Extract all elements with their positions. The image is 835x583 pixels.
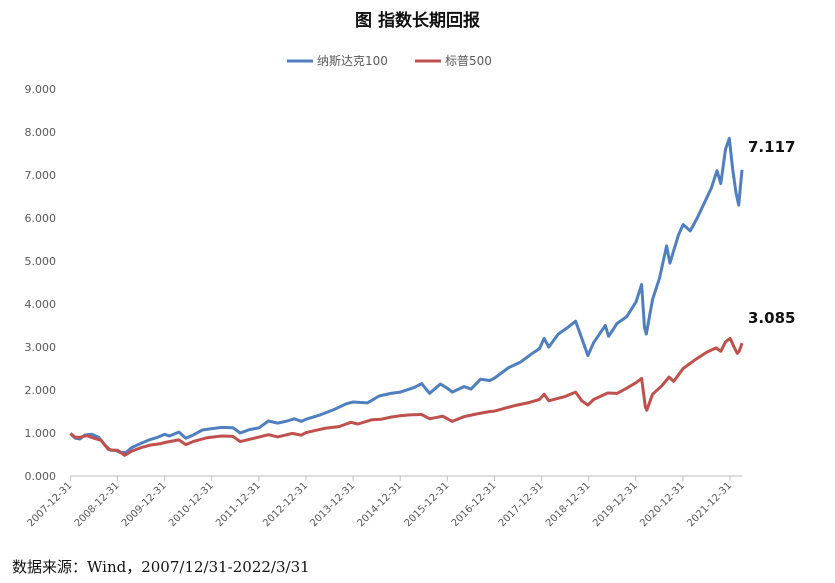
legend-label-0: 纳斯达克100	[317, 54, 388, 68]
x-tick-label: 2019-12-31	[591, 480, 640, 529]
y-tick-label: 5.000	[25, 255, 57, 268]
x-tick-label: 2009-12-31	[120, 480, 169, 529]
legend-label-1: 标普500	[445, 54, 492, 68]
y-tick-label: 8.000	[25, 126, 57, 139]
y-tick-label: 0.000	[25, 470, 57, 483]
x-tick-label: 2015-12-31	[403, 480, 452, 529]
y-tick-label: 2.000	[25, 384, 57, 397]
legend: 纳斯达克100 标普500	[287, 54, 492, 68]
y-axis: 0.000 1.000 2.000 3.000 4.000 5.000 6.000 7.000…	[25, 83, 57, 483]
series-line-1	[69, 336, 744, 457]
chart-title: 图 指数长期回报	[355, 11, 480, 31]
y-tick-label: 4.000	[25, 298, 57, 311]
end-value-label-0: 7.117	[748, 138, 795, 156]
y-tick-label: 3.000	[25, 341, 57, 354]
y-tick-label: 9.000	[25, 83, 57, 96]
x-tick-label: 2014-12-31	[355, 480, 404, 529]
series-lines	[69, 136, 744, 457]
series-line-0	[69, 136, 744, 454]
x-axis: 2007-12-312008-12-312009-12-312010-12-31…	[26, 475, 742, 529]
x-tick-label: 2008-12-31	[73, 480, 122, 529]
x-tick-label: 2010-12-31	[167, 480, 216, 529]
data-source-note: 数据来源：Wind，2007/12/31-2022/3/31	[12, 558, 310, 576]
x-tick-label: 2007-12-31	[26, 480, 75, 529]
x-tick-label: 2017-12-31	[497, 480, 546, 529]
end-labels: 7.117 3.085	[748, 138, 795, 327]
y-tick-label: 1.000	[25, 427, 57, 440]
y-tick-label: 6.000	[25, 212, 57, 225]
x-tick-label: 2020-12-31	[638, 480, 687, 529]
x-tick-label: 2012-12-31	[261, 480, 310, 529]
x-tick-label: 2013-12-31	[308, 480, 357, 529]
x-tick-label: 2011-12-31	[214, 480, 263, 529]
end-value-label-1: 3.085	[748, 309, 795, 327]
x-tick-label: 2016-12-31	[450, 480, 499, 529]
y-tick-label: 7.000	[25, 169, 57, 182]
x-tick-label: 2018-12-31	[544, 480, 593, 529]
x-tick-label: 2021-12-31	[685, 480, 734, 529]
